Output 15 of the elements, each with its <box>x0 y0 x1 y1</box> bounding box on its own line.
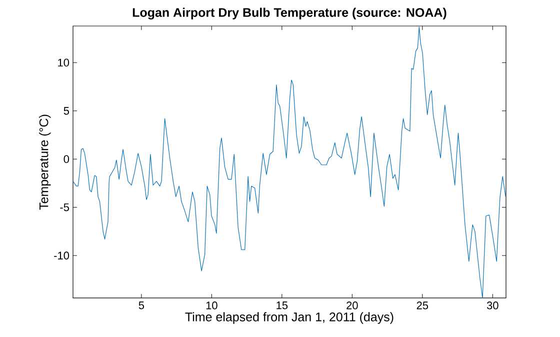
y-tick-label: 5 <box>64 107 70 115</box>
x-tick-label: 30 <box>486 302 498 310</box>
x-tick-label: 5 <box>138 302 144 310</box>
x-tick-label: 15 <box>276 302 288 310</box>
x-axis-title: Time elapsed from Jan 1, 2011 (days) <box>185 312 394 324</box>
x-tick-label: 20 <box>346 302 358 310</box>
x-tick-label: 25 <box>416 302 428 310</box>
y-tick-label: -5 <box>60 203 70 212</box>
line-series <box>73 26 506 298</box>
chart-title: Logan Airport Dry Bulb Temperature (source: NOAA) <box>132 8 446 20</box>
y-tick-label: 0 <box>64 155 70 163</box>
y-axis-title: Temperature (°C) <box>39 114 51 210</box>
x-tick-label: 10 <box>206 302 218 310</box>
y-tick-label: -10 <box>54 252 70 260</box>
y-tick-label: 10 <box>58 58 70 67</box>
